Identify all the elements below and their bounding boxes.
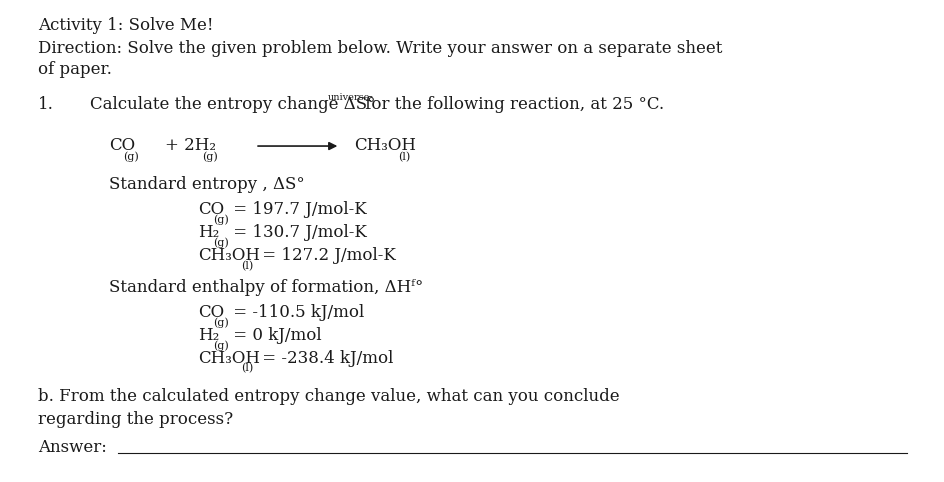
Text: of paper.: of paper. bbox=[38, 61, 111, 78]
Text: H₂: H₂ bbox=[198, 327, 219, 344]
Text: (g): (g) bbox=[212, 214, 228, 225]
Text: CH₃OH: CH₃OH bbox=[354, 137, 416, 154]
Text: = 0 kJ/mol: = 0 kJ/mol bbox=[228, 327, 321, 344]
Text: (l): (l) bbox=[242, 363, 254, 374]
Text: regarding the process?: regarding the process? bbox=[38, 411, 232, 428]
Text: (g): (g) bbox=[202, 152, 218, 162]
Text: (g): (g) bbox=[124, 152, 139, 162]
Text: = -238.4 kJ/mol: = -238.4 kJ/mol bbox=[257, 350, 393, 367]
Text: Standard enthalpy of formation, ΔHᶠ°: Standard enthalpy of formation, ΔHᶠ° bbox=[109, 279, 423, 295]
Text: CH₃OH: CH₃OH bbox=[198, 247, 261, 264]
Text: H₂: H₂ bbox=[198, 224, 219, 241]
Text: = 130.7 J/mol-K: = 130.7 J/mol-K bbox=[228, 224, 366, 241]
Text: CH₃OH: CH₃OH bbox=[198, 350, 261, 367]
Text: (l): (l) bbox=[398, 152, 411, 162]
Text: b. From the calculated entropy change value, what can you conclude: b. From the calculated entropy change va… bbox=[38, 388, 618, 405]
Text: Calculate the entropy change ΔS°: Calculate the entropy change ΔS° bbox=[90, 96, 375, 113]
Text: Direction: Solve the given problem below. Write your answer on a separate sheet: Direction: Solve the given problem below… bbox=[38, 40, 721, 56]
Text: universe: universe bbox=[328, 93, 370, 102]
Text: (g): (g) bbox=[212, 238, 228, 248]
Text: CO: CO bbox=[198, 201, 225, 218]
Text: CO: CO bbox=[109, 137, 135, 154]
Text: = 197.7 J/mol-K: = 197.7 J/mol-K bbox=[228, 201, 366, 218]
Text: (g): (g) bbox=[212, 317, 228, 328]
Text: + 2H₂: + 2H₂ bbox=[165, 137, 216, 154]
Text: CO: CO bbox=[198, 304, 225, 321]
Text: (l): (l) bbox=[242, 261, 254, 271]
Text: for the following reaction, at 25 °C.: for the following reaction, at 25 °C. bbox=[360, 96, 663, 113]
Text: = 127.2 J/mol-K: = 127.2 J/mol-K bbox=[257, 247, 396, 264]
Text: = -110.5 kJ/mol: = -110.5 kJ/mol bbox=[228, 304, 363, 321]
Text: Activity 1: Solve Me!: Activity 1: Solve Me! bbox=[38, 17, 213, 34]
Text: Answer:: Answer: bbox=[38, 439, 111, 455]
Text: 1.: 1. bbox=[38, 96, 54, 113]
Text: Standard entropy , ΔS°: Standard entropy , ΔS° bbox=[109, 176, 304, 193]
Text: (g): (g) bbox=[212, 340, 228, 351]
